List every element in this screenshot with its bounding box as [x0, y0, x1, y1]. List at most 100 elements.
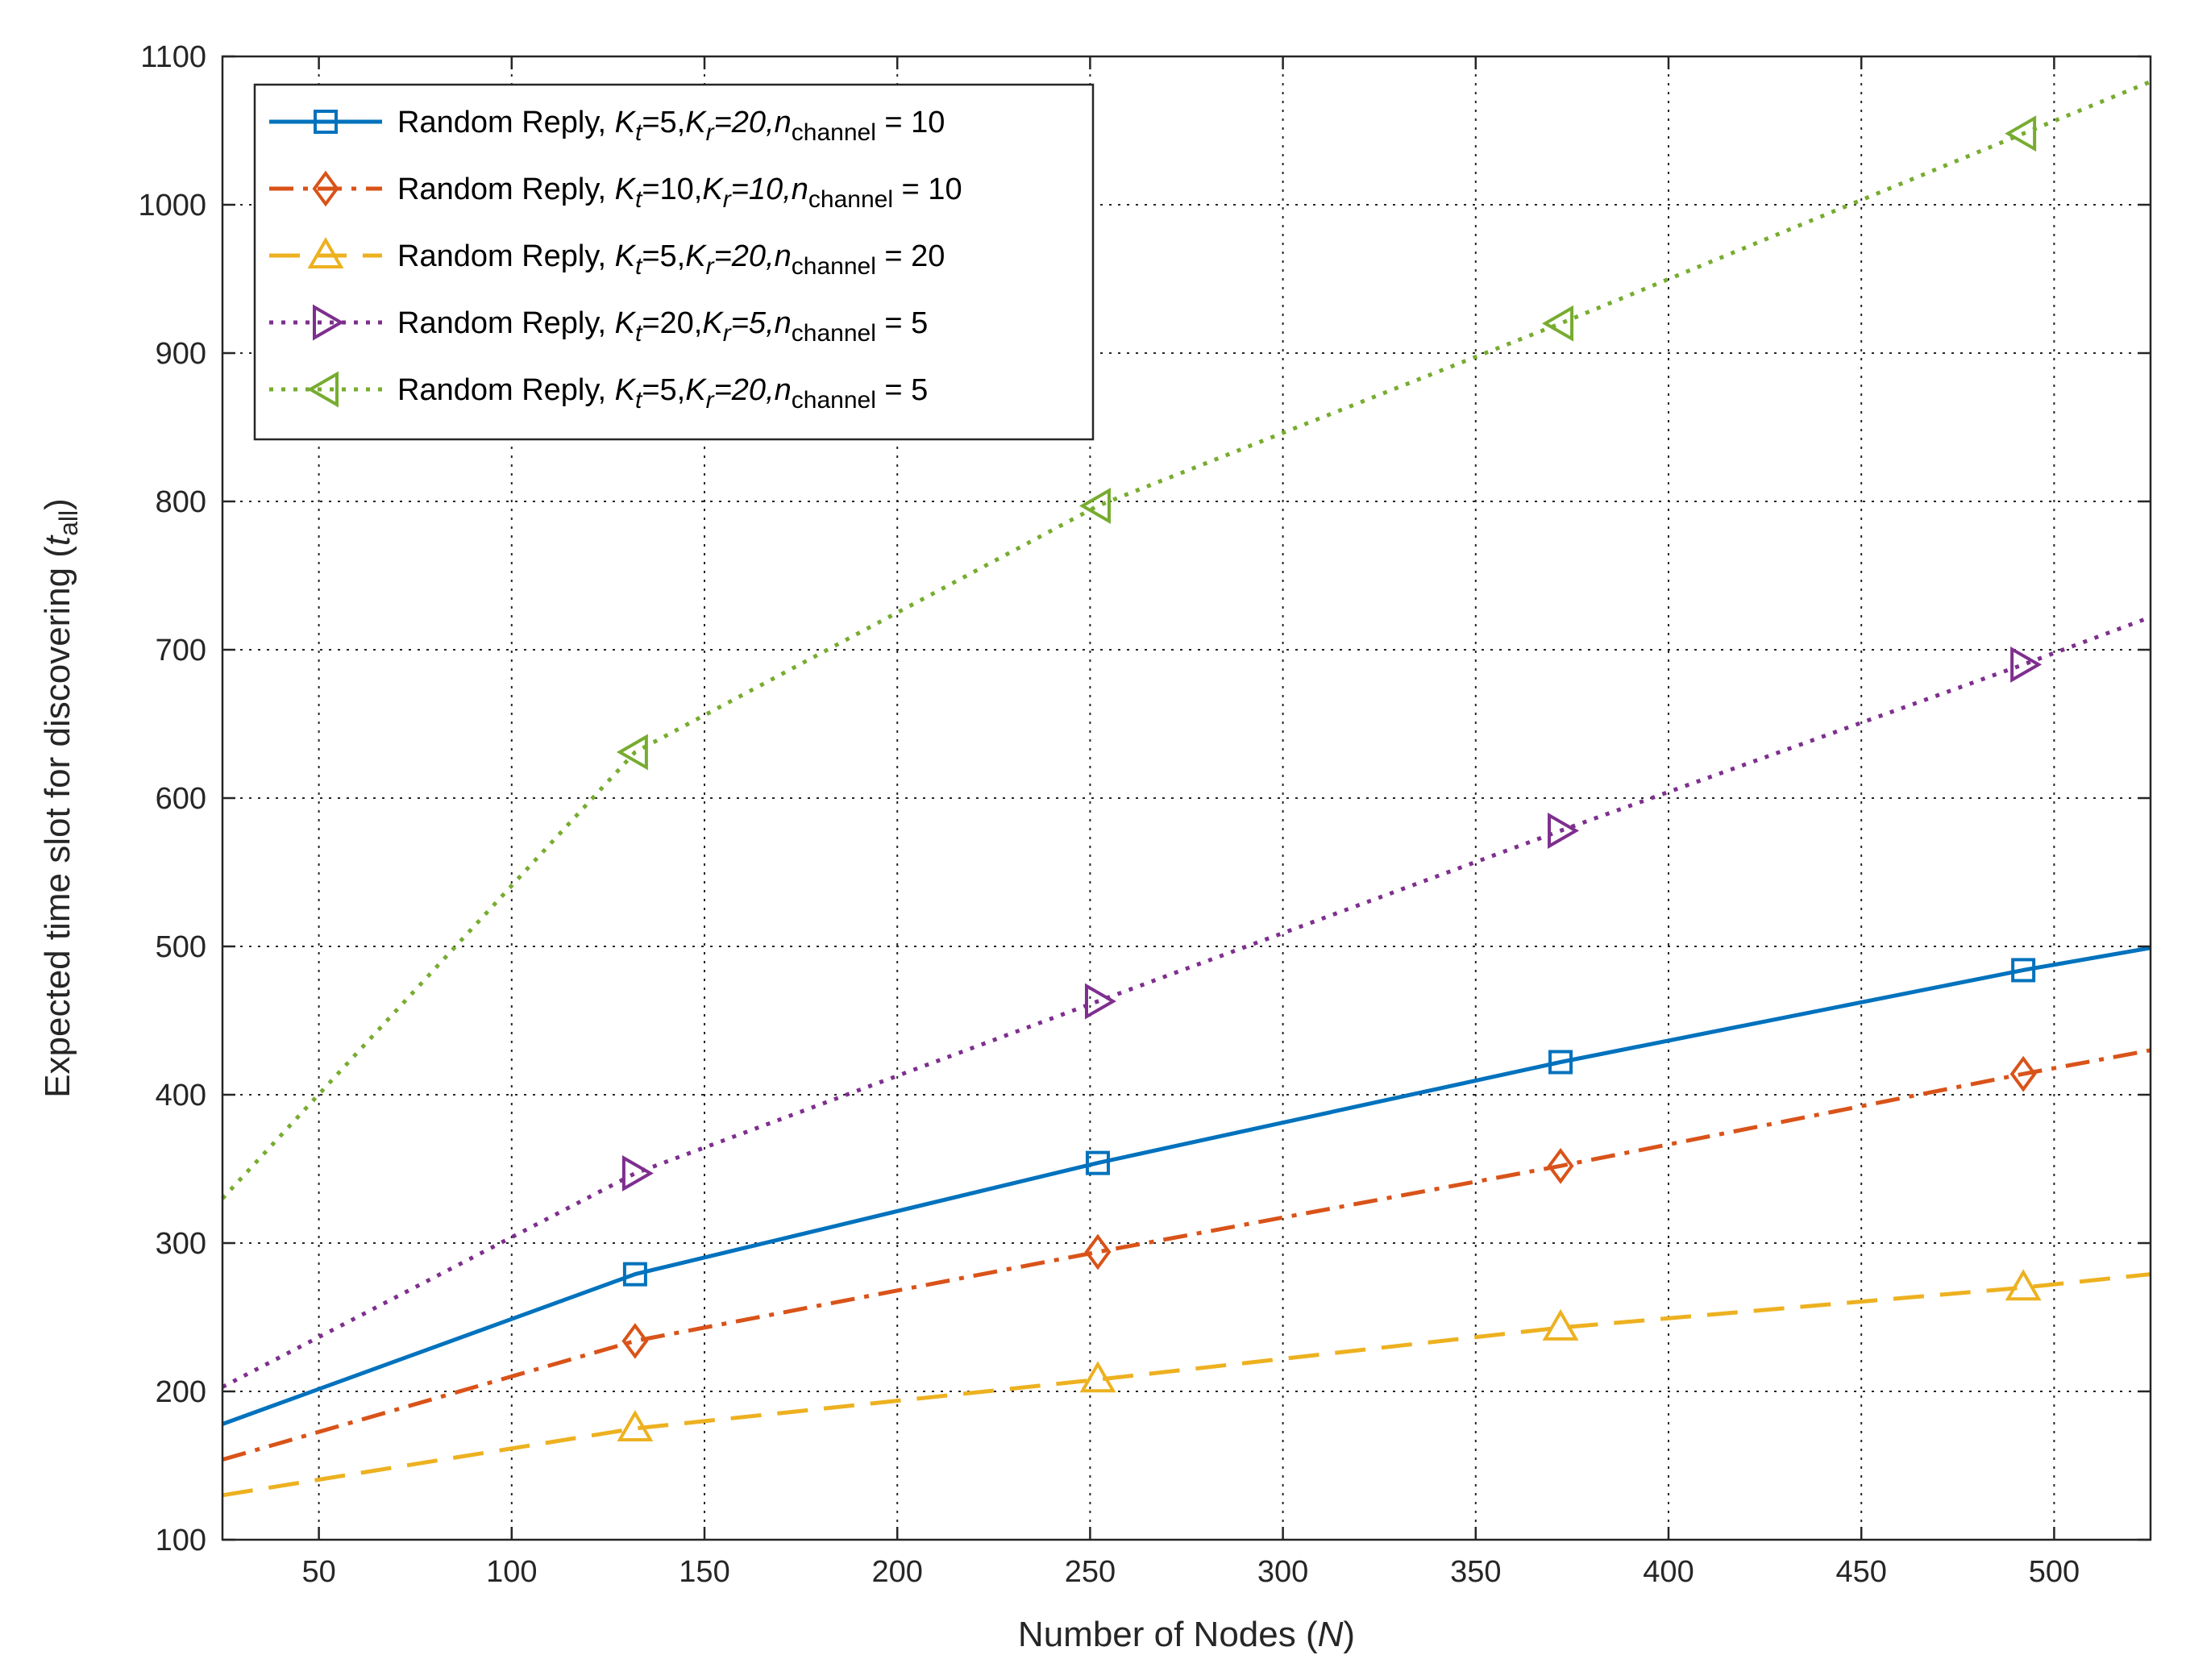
- legend-k-symbol: K: [685, 373, 707, 407]
- legend-kr-value: =20,: [714, 239, 775, 273]
- legend-r-sub: r: [706, 253, 715, 280]
- legend-kt-value: =5,: [642, 239, 685, 273]
- y-tick-label: 1100: [140, 40, 206, 74]
- data-point-marker: [1085, 1150, 1110, 1175]
- data-point-marker: [622, 1262, 647, 1287]
- legend-t-sub: t: [635, 387, 643, 414]
- y-tick-label: 600: [156, 782, 206, 816]
- data-point-marker: [1078, 488, 1111, 524]
- x-tick-label: 50: [301, 1555, 335, 1589]
- legend-kt-value: =10,: [642, 173, 702, 206]
- series-line: [221, 79, 2151, 1200]
- legend-n-symbol: n: [775, 306, 792, 340]
- legend-marker: [314, 110, 338, 134]
- y-tick-label: 1000: [138, 189, 206, 222]
- legend-marker: [312, 170, 339, 207]
- legend-entry-1: Random Reply, Kt=5,Kr=20,nchannel = 10: [269, 106, 945, 146]
- y-tick-label: 200: [156, 1375, 206, 1409]
- legend-entry-4: Random Reply, Kt=20,Kr=5,nchannel = 5: [269, 304, 928, 347]
- legend-r-sub: r: [723, 320, 732, 347]
- y-tick-label: 500: [156, 930, 206, 964]
- y-tick-label: 400: [156, 1079, 206, 1112]
- legend-n-value: = 5: [876, 373, 928, 407]
- legend-k-symbol: K: [702, 173, 724, 206]
- legend-t-sub: t: [635, 119, 643, 146]
- legend-prefix: Random Reply,: [397, 239, 615, 273]
- y-axis-title-sub: all: [54, 510, 83, 536]
- legend-channel-sub: channel: [792, 320, 876, 347]
- legend-k-symbol: K: [702, 306, 724, 340]
- legend-n-value: = 10: [876, 106, 945, 139]
- data-point-marker: [1084, 1233, 1112, 1270]
- series-4: [221, 615, 2151, 1389]
- series-layer: [221, 79, 2151, 1498]
- x-axis-title-main: Number of Nodes (: [1018, 1615, 1318, 1654]
- x-tick-label: 300: [1257, 1555, 1308, 1589]
- x-tick-label: 350: [1450, 1555, 1501, 1589]
- legend-k-symbol: K: [615, 106, 637, 139]
- y-tick-label: 100: [156, 1524, 206, 1557]
- series-line: [222, 1048, 2151, 1462]
- legend-label: Random Reply, Kt=10,Kr=10,nchannel = 10: [397, 173, 962, 213]
- legend-prefix: Random Reply,: [397, 173, 615, 206]
- legend-n-symbol: n: [775, 373, 792, 407]
- legend-channel-sub: channel: [792, 253, 876, 280]
- legend-marker: [307, 236, 344, 268]
- series-3: [222, 1269, 2151, 1498]
- legend-entry-3: Random Reply, Kt=5,Kr=20,nchannel = 20: [269, 236, 945, 280]
- axis-ticks: 50 100 150 200 250 300 350 400 450 500 100 200 300 40…: [138, 40, 2151, 1589]
- y-axis-title-var: t: [38, 534, 77, 546]
- series-2: [222, 1048, 2151, 1462]
- x-axis-title-close: ): [1343, 1615, 1355, 1654]
- x-tick-label: 100: [486, 1555, 537, 1589]
- legend-kr-value: =20,: [714, 106, 775, 139]
- legend-marker: [313, 304, 345, 341]
- x-tick-label: 500: [2029, 1555, 2080, 1589]
- legend-prefix: Random Reply,: [397, 106, 615, 139]
- legend-t-sub: t: [635, 186, 643, 213]
- y-tick-label: 700: [156, 634, 206, 667]
- legend-marker: [306, 371, 339, 408]
- legend-t-sub: t: [635, 253, 643, 280]
- legend-k-symbol: K: [615, 173, 637, 206]
- data-point-marker: [2005, 1269, 2042, 1301]
- y-tick-label: 300: [156, 1227, 206, 1261]
- legend-entry-5: Random Reply, Kt=5,Kr=20,nchannel = 5: [269, 371, 928, 414]
- y-tick-label: 800: [156, 485, 206, 519]
- legend-n-value: = 20: [876, 239, 945, 273]
- data-point-marker: [617, 1409, 654, 1441]
- legend-k-symbol: K: [615, 239, 637, 273]
- y-tick-label: 900: [156, 337, 206, 371]
- legend-prefix: Random Reply,: [397, 373, 615, 407]
- y-axis-title-close: ): [38, 498, 77, 510]
- data-point-marker: [621, 1323, 649, 1359]
- legend-k-symbol: K: [685, 106, 707, 139]
- x-tick-label: 400: [1643, 1555, 1694, 1589]
- x-axis-title: Number of Nodes (N): [1018, 1615, 1355, 1654]
- legend-label: Random Reply, Kt=5,Kr=20,nchannel = 5: [397, 373, 928, 414]
- legend-n-symbol: n: [792, 173, 808, 206]
- legend-channel-sub: channel: [792, 119, 876, 146]
- x-tick-label: 200: [871, 1555, 922, 1589]
- legend-prefix: Random Reply,: [397, 306, 615, 340]
- data-point-marker: [2011, 958, 2036, 983]
- legend-kt-value: =5,: [642, 106, 685, 139]
- legend-r-sub: r: [706, 387, 715, 414]
- legend-kr-value: =10,: [731, 173, 792, 206]
- legend-k-symbol: K: [685, 239, 707, 273]
- data-point-marker: [1542, 1308, 1579, 1341]
- legend-kt-value: =5,: [642, 373, 685, 407]
- x-tick-label: 250: [1065, 1555, 1116, 1589]
- legend-n-value: = 10: [893, 173, 962, 206]
- x-tick-label: 150: [679, 1555, 729, 1589]
- data-point-marker: [2005, 115, 2037, 152]
- data-point-marker: [1548, 1050, 1573, 1075]
- legend-r-sub: r: [723, 186, 732, 213]
- data-point-marker: [2009, 1055, 2037, 1092]
- data-point-marker: [1542, 305, 1574, 342]
- legend-entry-2: Random Reply, Kt=10,Kr=10,nchannel = 10: [269, 170, 962, 213]
- legend-label: Random Reply, Kt=5,Kr=20,nchannel = 10: [397, 106, 945, 146]
- legend-n-symbol: n: [775, 239, 792, 273]
- legend-k-symbol: K: [615, 306, 637, 340]
